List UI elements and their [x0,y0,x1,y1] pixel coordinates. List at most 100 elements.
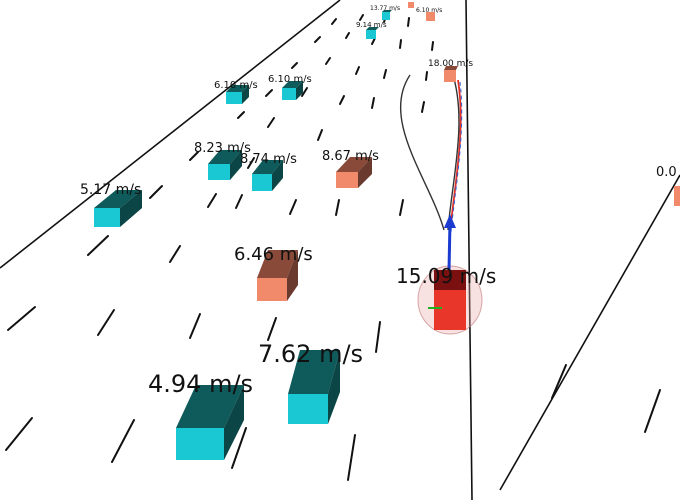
lane-dash [551,364,567,399]
vehicle-front [226,92,242,104]
vehicle-top [444,66,458,70]
lane-dash [235,194,243,209]
lane-dash [335,199,340,216]
vehicle-front [257,278,287,301]
vehicle-v12 [382,10,392,20]
lane-dash [111,419,135,463]
vehicle-front [176,428,224,460]
lane-dash [289,199,297,215]
lane-dash [169,245,181,263]
lane-dash [431,41,434,51]
vehicle-top [336,157,372,172]
vehicle-front [208,164,230,180]
vehicle-front [94,208,120,227]
lane-dash [314,36,321,43]
vehicle-top [176,385,244,428]
lane-dash [347,434,356,481]
lane-dash [355,66,360,75]
lane-dash [301,87,308,97]
selected-path-blue [450,81,463,233]
lane-dash [399,39,402,49]
ego-box-front [434,290,466,330]
lane-dash [644,389,661,433]
vehicle-v4 [94,190,142,227]
vehicle-front [366,30,376,39]
lane-dash [425,71,428,81]
lane-dash [371,97,375,109]
lane-dash [97,309,115,336]
lane-dash [399,199,404,216]
center-solid-line [465,0,473,500]
vehicle-front [674,186,680,206]
vehicle-side [272,160,283,191]
ego-speed-label: 15.09 m/s [396,264,496,288]
lane-dash [207,193,217,208]
speed-label-v13: 6.10 m/s [416,7,442,14]
speed-labels: 15.09 m/s 4.94 m/s 7.62 m/s 6.46 m/s 5.1… [80,5,677,398]
vehicle-v10 [444,66,458,82]
vehicle-side [358,157,372,188]
vehicle-v9 [282,81,303,100]
left-road-edge [0,0,341,269]
ego-heading-arrow-head [444,214,456,228]
vehicle-v2 [288,350,340,424]
candidate-path-right [447,71,460,231]
vehicle-front [444,70,456,82]
speed-label-v7: 8.67 m/s [322,149,379,164]
vehicle-top [288,350,340,394]
lane-dash [291,62,298,69]
lane-dash [149,185,163,199]
vehicle-top [252,160,283,174]
lane-dash [265,89,273,97]
lane-dash [237,111,245,119]
vehicle-v11 [366,27,379,39]
vehicle-side [287,250,298,301]
lane-dash [87,235,109,256]
traffic-vehicles [94,2,680,460]
lane-dash [339,95,345,105]
vehicle-top [208,150,242,164]
speed-label-v4: 5.17 m/s [80,182,141,198]
vehicle-side [224,385,244,460]
lane-dash [231,427,247,469]
vehicle-top [366,27,379,30]
lane-dash [247,157,255,169]
vehicle-top [257,250,298,278]
lane-dash [267,117,275,128]
vehicle-front [288,394,328,424]
lane-dash [5,417,33,451]
lane-dash [383,69,387,79]
vehicle-front [252,174,272,191]
speed-label-v5: 8.23 m/s [194,141,251,156]
vehicle-side [296,81,303,100]
vehicle-front [282,88,296,100]
lane-dash [407,17,410,27]
vehicle-v14 [674,186,680,206]
speed-label-v2: 7.62 m/s [258,340,363,368]
lane-dash [189,151,199,161]
lane-dash [359,14,364,21]
vehicle-top [382,10,392,12]
speed-label-v6: 8.74 m/s [240,152,297,167]
lane-dash [375,321,381,353]
vehicle-top [226,85,249,92]
lane-dash [421,101,425,113]
speed-label-v12: 13.77 m/s [370,5,400,12]
lane-dash [325,57,331,65]
speed-label-v1: 4.94 m/s [148,370,253,398]
speed-label-v8: 6.10 m/s [214,80,258,91]
lane-dashes [5,14,661,481]
vehicle-front [426,12,435,21]
speed-label-v3: 6.46 m/s [234,244,313,265]
vehicle-v6 [252,160,283,191]
vehicle-v1 [176,385,244,460]
selected-path-red [449,79,462,233]
speed-label-v14: 0.0 [656,165,677,180]
vehicle-far-small [408,2,414,8]
vehicle-v8 [226,85,249,104]
planned-paths [399,71,463,233]
vehicle-v7 [336,157,372,188]
